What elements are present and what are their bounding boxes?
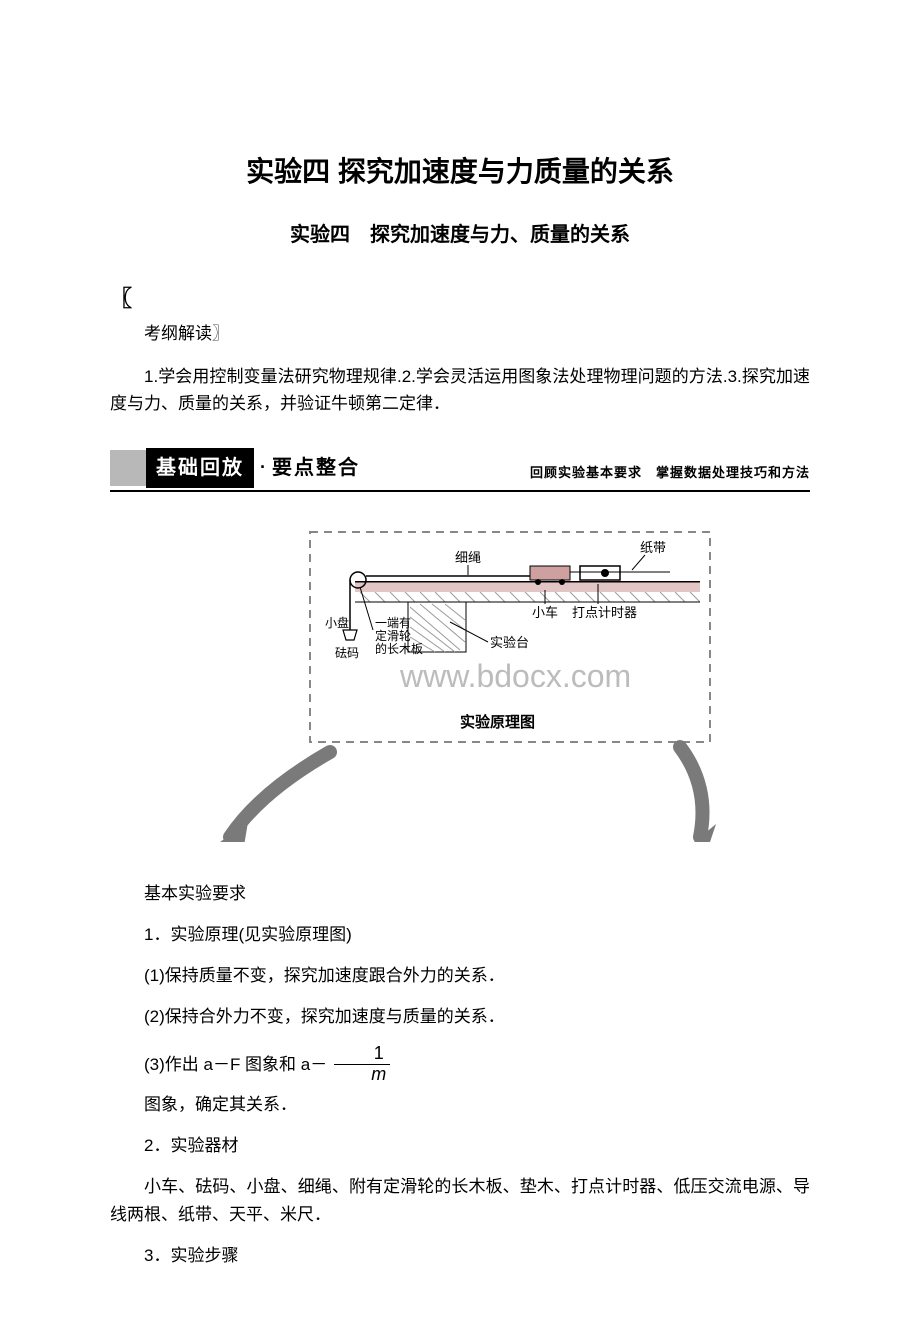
kaogang-label: 考纲解读〗 xyxy=(110,320,810,347)
fraction-numerator: 1 xyxy=(334,1044,390,1065)
point-1-3: (3)作出 a－F 图象和 a－ 1 m xyxy=(110,1044,392,1085)
diagram-label-timer: 打点计时器 xyxy=(572,605,637,620)
page-title-main: 实验四 探究加速度与力质量的关系 xyxy=(110,150,810,195)
diagram-label-pan: 小盘 xyxy=(325,615,349,630)
section-right-label: 回顾实验基本要求 掌握数据处理技巧和方法 xyxy=(530,463,810,488)
section-header-bar: 基础回放 · 要点整合 回顾实验基本要求 掌握数据处理技巧和方法 xyxy=(110,448,810,492)
gray-block-icon xyxy=(110,450,146,486)
point-1-3-suffix: 图象，确定其关系． xyxy=(110,1091,810,1118)
point-2: 2．实验器材 xyxy=(110,1132,810,1159)
diagram-label-board: 的长木板 xyxy=(375,641,423,656)
marker-open: 〖 xyxy=(110,281,810,316)
diagram-label-table: 实验台 xyxy=(490,635,529,650)
diagram-caption: 实验原理图 xyxy=(460,713,535,731)
fraction-1-over-m: 1 m xyxy=(331,1044,392,1085)
section-after-label: 要点整合 xyxy=(272,452,360,484)
diagram-label-cart: 小车 xyxy=(532,605,558,620)
point-1-3-prefix: (3)作出 a－F 图象和 a－ xyxy=(110,1051,327,1078)
heading-basic-req: 基本实验要求 xyxy=(110,880,810,907)
point-1: 1．实验原理(见实验原理图) xyxy=(110,921,810,948)
page-title-sub: 实验四 探究加速度与力、质量的关系 xyxy=(110,219,810,251)
watermark-text: www.bdocx.com xyxy=(399,658,631,694)
section-black-label: 基础回放 xyxy=(146,448,254,488)
experiment-diagram: 纸带 细绳 小车 打点计时器 小盘 一端有 定滑轮 的长木板 砝码 实验台 ww… xyxy=(110,522,810,850)
point-1-2: (2)保持合外力不变，探究加速度与质量的关系． xyxy=(110,1003,810,1030)
kaogang-text: 1.学会用控制变量法研究物理规律.2.学会灵活运用图象法处理物理问题的方法.3.… xyxy=(110,363,810,417)
diagram-label-tape: 纸带 xyxy=(640,540,666,555)
equipment-list: 小车、砝码、小盘、细绳、附有定滑轮的长木板、垫木、打点计时器、低压交流电源、导线… xyxy=(110,1173,810,1227)
point-1-1: (1)保持质量不变，探究加速度跟合外力的关系． xyxy=(110,962,810,989)
diagram-label-pulley2: 定滑轮 xyxy=(375,628,411,643)
section-dot: · xyxy=(260,453,266,482)
fraction-denominator: m xyxy=(331,1065,392,1085)
diagram-label-pulley1: 一端有 xyxy=(375,616,411,630)
diagram-label-string: 细绳 xyxy=(455,550,481,565)
point-3: 3．实验步骤 xyxy=(110,1242,810,1269)
section-bar-left: 基础回放 · 要点整合 xyxy=(110,448,360,488)
diagram-label-weight: 砝码 xyxy=(335,645,359,660)
